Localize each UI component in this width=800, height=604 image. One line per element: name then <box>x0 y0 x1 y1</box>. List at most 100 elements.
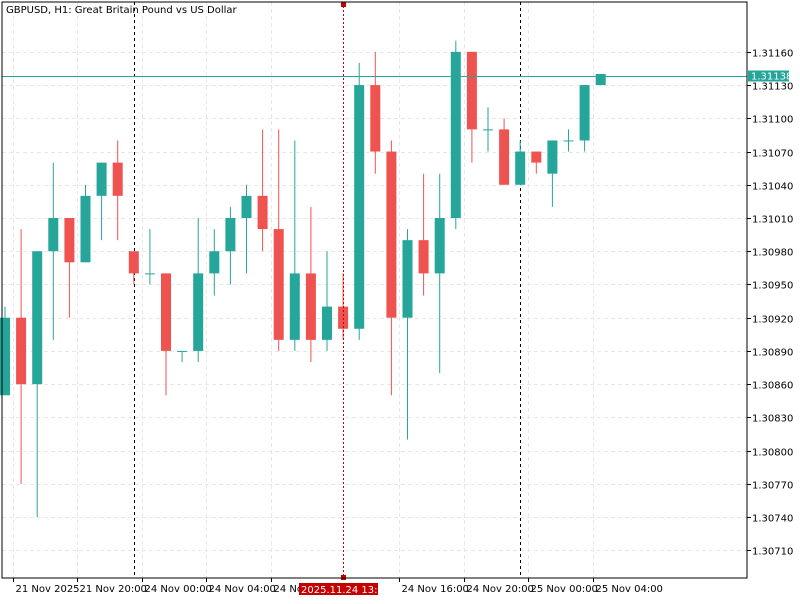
candle[interactable] <box>370 51 381 174</box>
candle-body[interactable] <box>370 85 381 152</box>
candle-body[interactable] <box>547 140 558 174</box>
candle[interactable] <box>96 162 107 241</box>
candle-body[interactable] <box>531 151 542 163</box>
candle[interactable] <box>16 229 27 484</box>
candle-body[interactable] <box>225 218 236 252</box>
candle-body[interactable] <box>579 85 590 141</box>
time-tick-label: 24 Nov 16:00 <box>402 584 469 595</box>
candle[interactable] <box>257 129 268 252</box>
candle[interactable] <box>515 140 526 185</box>
candle-body[interactable] <box>96 162 107 196</box>
candle[interactable] <box>563 129 574 152</box>
candle[interactable] <box>450 40 461 230</box>
candle-body[interactable] <box>64 218 75 263</box>
candles[interactable] <box>0 40 606 518</box>
candle-body[interactable] <box>161 273 171 351</box>
grid <box>2 2 747 578</box>
crosshair-time-tag: 2025.11.24 13:00 <box>299 583 390 596</box>
price-tick-label: 1.30710 <box>752 547 793 558</box>
candle-body[interactable] <box>322 306 332 340</box>
price-tick-label: 1.30800 <box>752 448 793 459</box>
price-tick-label: 1.30830 <box>752 414 793 425</box>
price-tick-label: 1.31040 <box>752 182 793 193</box>
candle[interactable] <box>386 140 397 396</box>
candle-body[interactable] <box>112 162 123 196</box>
candle[interactable] <box>499 118 510 185</box>
price-tick-label: 1.30920 <box>752 315 793 326</box>
candle[interactable] <box>80 184 91 263</box>
candle[interactable] <box>418 173 429 296</box>
candle[interactable] <box>579 85 590 152</box>
candle[interactable] <box>128 251 139 285</box>
candle-body[interactable] <box>128 251 139 274</box>
candle[interactable] <box>32 251 43 518</box>
candle[interactable] <box>595 74 606 86</box>
candle-body[interactable] <box>386 151 397 318</box>
candle[interactable] <box>48 162 59 340</box>
price-tick-label: 1.30770 <box>752 481 793 492</box>
candle[interactable] <box>354 62 365 340</box>
candle-body[interactable] <box>177 350 188 352</box>
candle[interactable] <box>483 107 493 152</box>
candle[interactable] <box>209 229 220 296</box>
candle-body[interactable] <box>257 195 268 230</box>
candle-body[interactable] <box>48 218 59 252</box>
candle[interactable] <box>402 229 413 440</box>
candle-body[interactable] <box>563 140 574 142</box>
candle[interactable] <box>177 350 188 362</box>
candle-body[interactable] <box>402 240 413 318</box>
time-tick-label: 25 Nov 00:00 <box>531 584 598 595</box>
time-tick-label: 24 Nov 00:00 <box>145 584 212 595</box>
candle-body[interactable] <box>499 129 510 185</box>
candle-body[interactable] <box>80 195 91 263</box>
candle-body[interactable] <box>418 240 429 274</box>
candle-body[interactable] <box>434 218 445 274</box>
candle-body[interactable] <box>193 273 204 351</box>
candle-body[interactable] <box>450 51 461 218</box>
candle[interactable] <box>144 229 155 285</box>
candle[interactable] <box>112 140 123 241</box>
candle[interactable] <box>225 206 236 285</box>
candle-body[interactable] <box>273 229 284 340</box>
candle-body[interactable] <box>305 273 316 340</box>
time-tick-label: 21 Nov 2025 <box>16 584 80 595</box>
candle[interactable] <box>531 151 542 174</box>
candle-body[interactable] <box>595 74 606 86</box>
price-tick-label: 1.30890 <box>752 348 793 359</box>
candle-body[interactable] <box>144 273 155 275</box>
price-axis[interactable]: 1.31160 1.31130 1.31100 1.31070 1.31040 1.310… <box>747 49 793 558</box>
time-tick-label: 24 Nov 20:00 <box>467 584 534 595</box>
candle[interactable] <box>0 306 10 396</box>
candle[interactable] <box>161 273 171 396</box>
candle[interactable] <box>466 51 477 163</box>
candle-body[interactable] <box>354 85 365 329</box>
candle-body[interactable] <box>16 317 27 385</box>
candle-body[interactable] <box>289 273 300 340</box>
price-tick-label: 1.30860 <box>752 381 793 392</box>
time-tick-label: 25 Nov 04:00 <box>596 584 663 595</box>
candle-body[interactable] <box>241 195 252 218</box>
price-tick-label: 1.30950 <box>752 281 793 292</box>
candle[interactable] <box>273 129 284 351</box>
candle-body[interactable] <box>0 317 10 396</box>
candle[interactable] <box>241 184 252 274</box>
price-tick-label: 1.31130 <box>752 82 793 93</box>
candle[interactable] <box>434 173 445 374</box>
candle[interactable] <box>64 218 75 318</box>
candle[interactable] <box>322 251 332 351</box>
candle[interactable] <box>547 140 558 207</box>
candle-body[interactable] <box>483 129 493 131</box>
candle[interactable] <box>193 218 204 362</box>
candle-body[interactable] <box>466 51 477 130</box>
time-tick-label: 21 Nov 20:00 <box>80 584 147 595</box>
candle[interactable] <box>289 140 300 351</box>
crosshair-time-label: 2025.11.24 13:00 <box>301 585 390 596</box>
candle-body[interactable] <box>515 151 526 185</box>
time-tick-label: 24 Nov 04:00 <box>209 584 276 595</box>
candle-body[interactable] <box>32 251 43 385</box>
candle-body[interactable] <box>209 251 220 274</box>
candle[interactable] <box>305 206 316 362</box>
candle-body[interactable] <box>338 306 349 329</box>
